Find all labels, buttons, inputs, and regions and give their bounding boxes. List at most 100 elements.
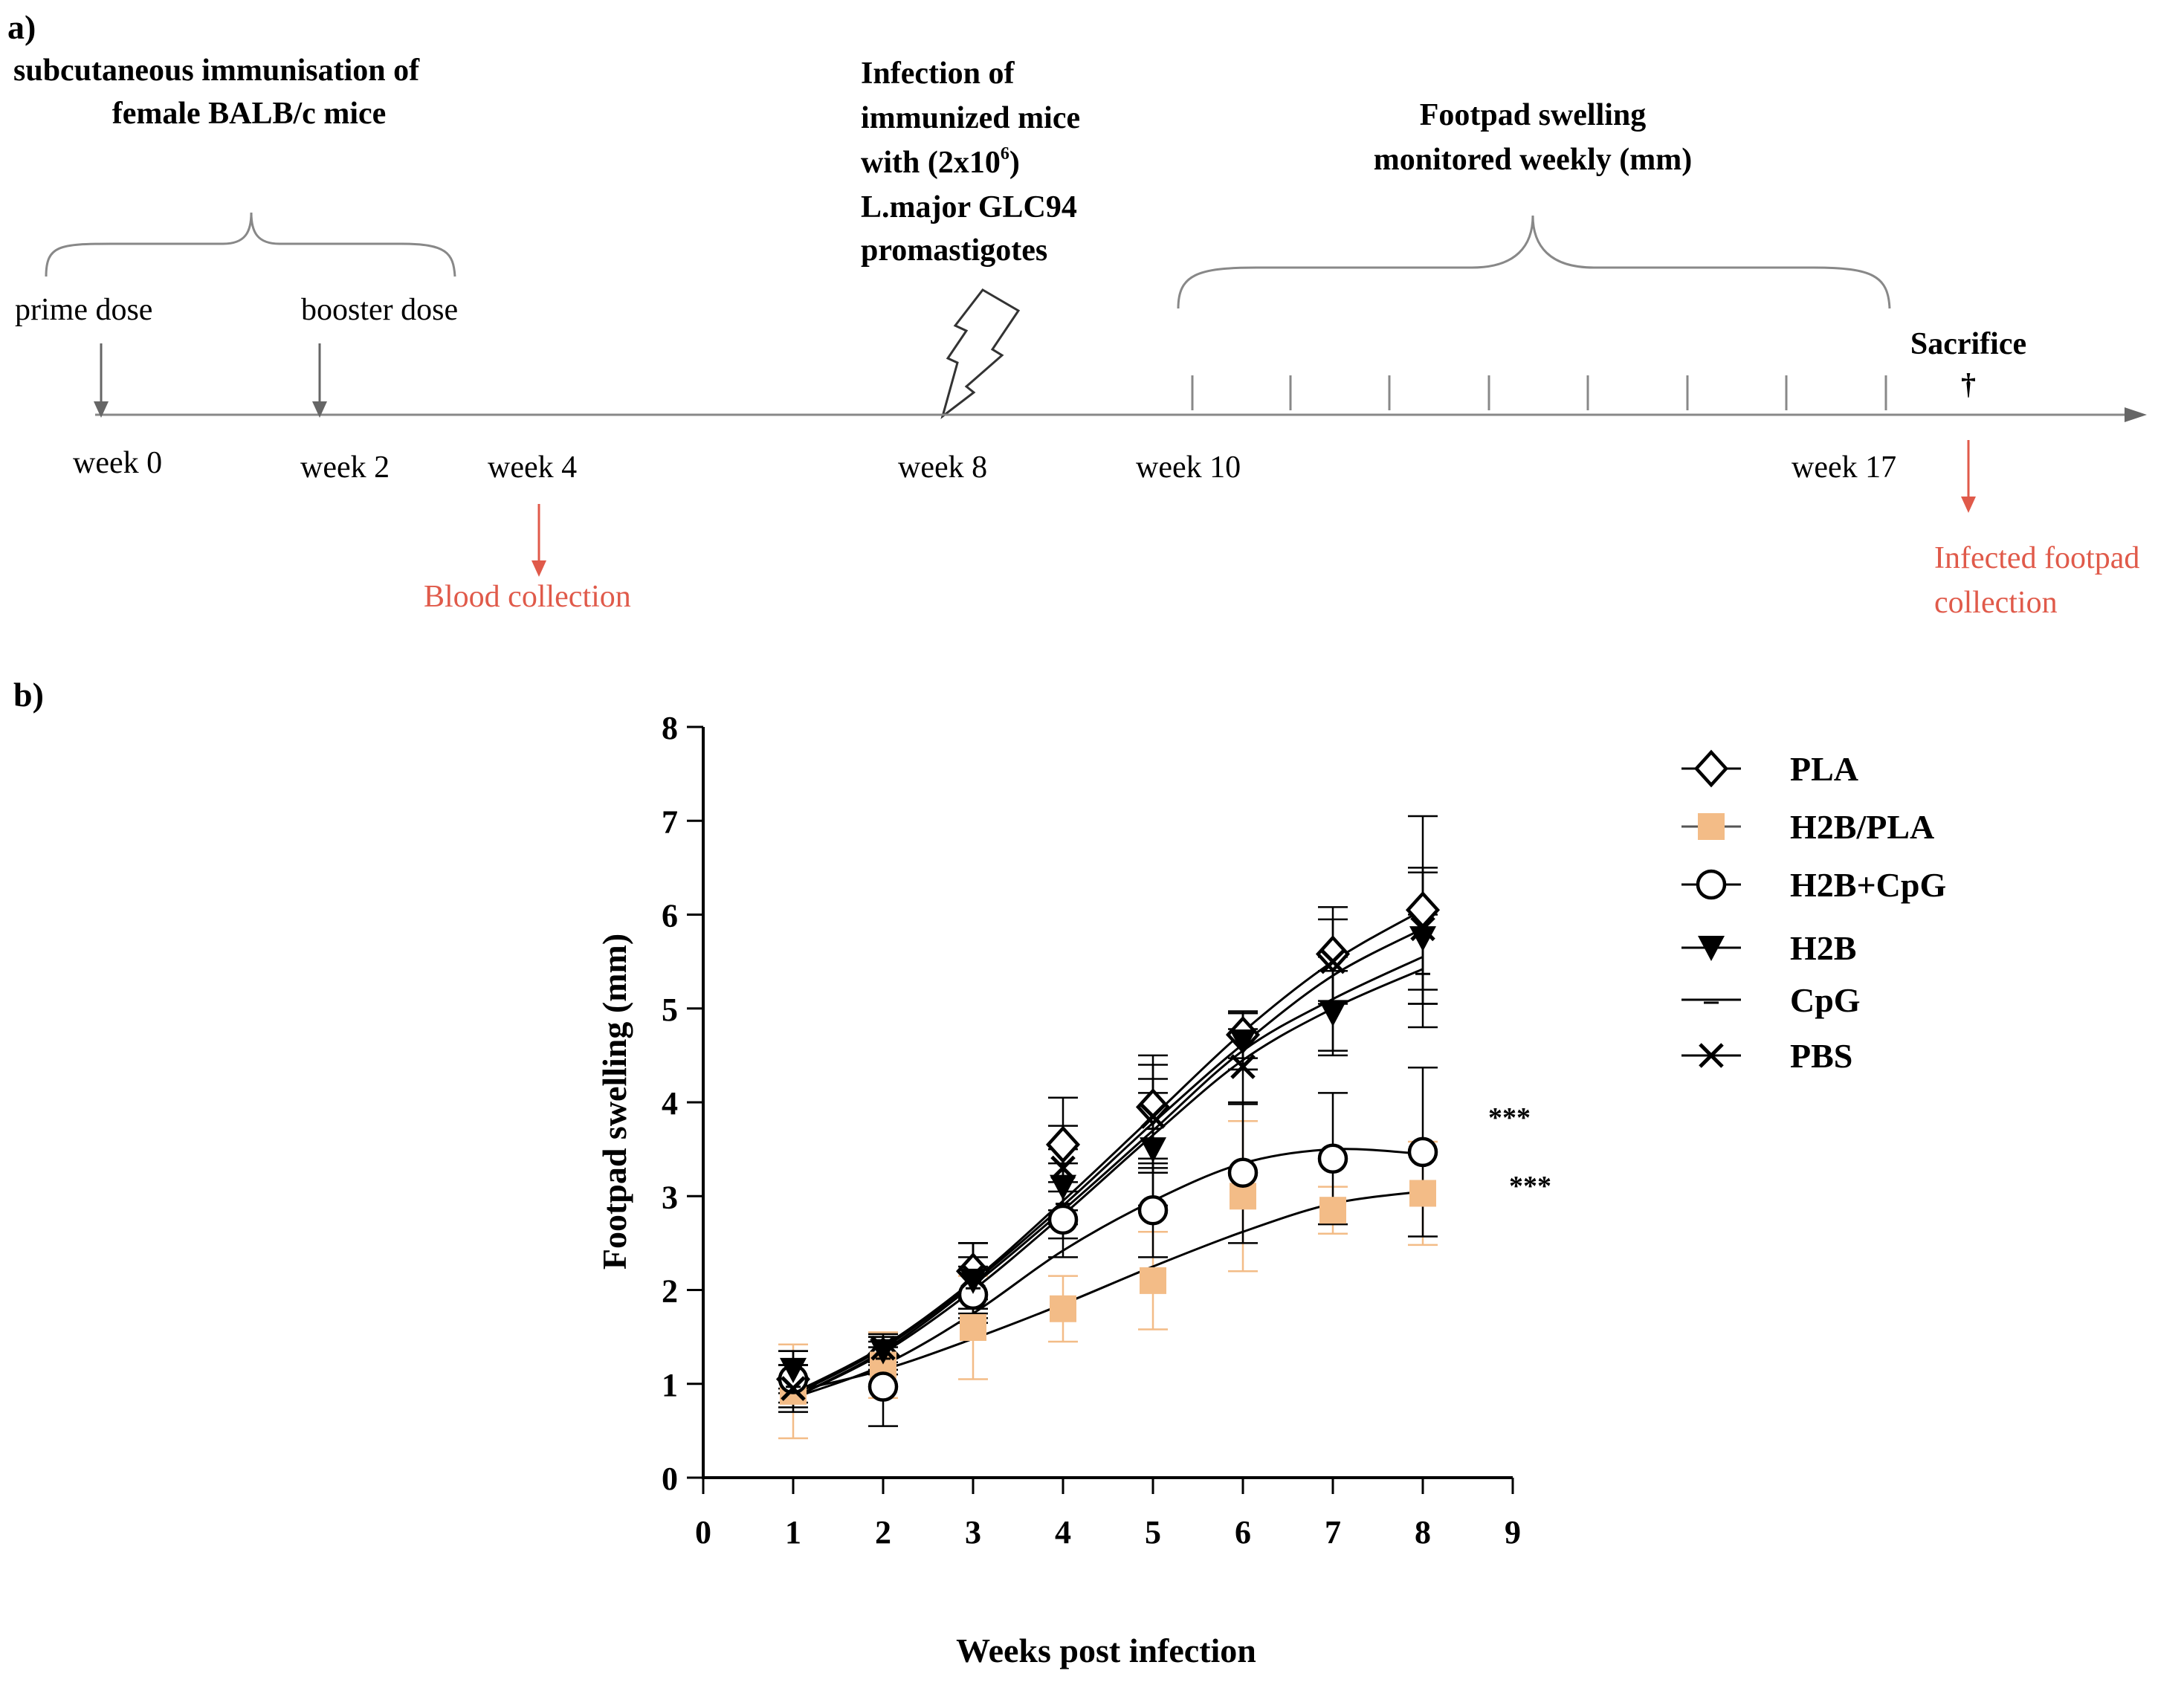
legend-label: PBS — [1790, 1037, 1852, 1075]
square-icon — [960, 1314, 986, 1341]
x-icon — [781, 1376, 806, 1401]
week-label: week 0 — [73, 446, 162, 480]
data-point — [1410, 916, 1435, 942]
square-icon — [1319, 1197, 1346, 1224]
data-point — [960, 1268, 986, 1294]
x-tick-label: 0 — [695, 1514, 711, 1551]
lightning-bolt-icon — [940, 288, 1021, 419]
significance-annotation: *** — [1509, 1171, 1551, 1202]
weekly-ticks — [1191, 375, 1887, 410]
week-label: week 17 — [1792, 450, 1896, 485]
prime-dose-label: prime dose — [15, 293, 152, 327]
y-tick-label: 6 — [662, 898, 678, 934]
x-tick-label: 6 — [1235, 1514, 1251, 1551]
legend-label: H2B — [1790, 929, 1856, 967]
x-tick-label: 9 — [1505, 1514, 1521, 1551]
timeline-arrowhead — [2125, 407, 2147, 422]
data-point — [1319, 1197, 1346, 1224]
infected-footpad-line2: collection — [1934, 586, 2058, 620]
data-point — [1315, 935, 1351, 973]
prime-dose-arrowhead — [94, 401, 109, 418]
y-tick-label: 2 — [662, 1273, 678, 1310]
legend-item: CpG — [1681, 981, 1861, 1019]
circle-icon — [1696, 869, 1727, 900]
legend-item: H2B/PLA — [1681, 808, 1934, 846]
triangle-down-icon — [1698, 936, 1725, 961]
data-point — [1045, 1125, 1081, 1164]
triangle-down-icon — [780, 1357, 807, 1383]
y-tick-label: 4 — [662, 1085, 678, 1122]
data-point — [781, 1376, 806, 1401]
data-point — [870, 1339, 896, 1365]
footpad-brace — [1177, 215, 1891, 309]
data-point — [1135, 1087, 1171, 1126]
data-point — [1137, 1194, 1169, 1226]
triangle-down-icon — [1230, 1029, 1256, 1055]
data-point — [1230, 1054, 1256, 1079]
diamond-icon — [1315, 935, 1351, 973]
data-point — [1227, 1157, 1259, 1188]
diamond-icon — [1045, 1125, 1081, 1164]
booster-dose-arrowhead — [312, 401, 327, 418]
diamond-icon — [1135, 1087, 1171, 1126]
x-tick-label: 5 — [1145, 1514, 1161, 1551]
y-tick-label: 7 — [662, 804, 678, 840]
data-point — [960, 1263, 986, 1289]
booster-dose-label: booster dose — [301, 293, 458, 327]
immunisation-title-line1: subcutaneous immunisation of — [13, 54, 420, 88]
legend-item: PBS — [1681, 1037, 1852, 1075]
triangle-down-icon — [870, 1339, 896, 1365]
data-point — [1317, 1143, 1348, 1174]
infection-line3: with (2x106) — [861, 144, 1020, 180]
square-icon — [1050, 1295, 1076, 1322]
x-tick-label: 7 — [1325, 1514, 1341, 1551]
y-tick-label: 5 — [662, 992, 678, 1028]
data-point — [1050, 1295, 1076, 1322]
legend-marker — [1699, 1043, 1724, 1068]
circle-icon — [1317, 1143, 1348, 1174]
legend-label: H2B/PLA — [1790, 808, 1934, 846]
data-point — [1050, 1155, 1076, 1181]
immunisation-title-line2: female BALB/c mice — [112, 97, 387, 131]
legend-marker — [1698, 936, 1725, 961]
circle-icon — [1047, 1204, 1079, 1235]
legend-label: CpG — [1790, 981, 1861, 1019]
x-tick-label: 8 — [1415, 1514, 1431, 1551]
infection-line2: immunized mice — [861, 101, 1080, 135]
panel-b-label: b) — [13, 676, 44, 714]
x-icon — [1230, 1054, 1256, 1079]
panel-a: a) subcutaneous immunisation of female B… — [7, 8, 2147, 620]
blood-collection-arrowhead — [532, 560, 546, 577]
circle-icon — [1407, 1137, 1438, 1168]
y-tick-label: 3 — [662, 1179, 678, 1215]
data-point — [1405, 890, 1441, 929]
panel-a-label: a) — [7, 8, 36, 46]
data-point — [960, 1314, 986, 1341]
week-label: week 2 — [300, 450, 390, 485]
infection-line4: L.major GLC94 — [861, 190, 1077, 224]
triangle-down-icon — [1140, 1137, 1166, 1163]
footpad-line2: monitored weekly (mm) — [1374, 143, 1692, 177]
fit-line-pbs — [792, 928, 1424, 1397]
sacrifice-label: Sacrifice — [1910, 327, 2026, 361]
x-icon — [870, 1336, 896, 1361]
fit-line-cpg — [792, 968, 1424, 1400]
x-icon — [1699, 1043, 1724, 1068]
data-point — [780, 1357, 807, 1383]
week-label: week 10 — [1136, 450, 1241, 485]
square-icon — [1698, 813, 1725, 840]
immunisation-brace — [45, 212, 456, 277]
triangle-down-icon — [1409, 926, 1436, 952]
x-tick-label: 3 — [965, 1514, 981, 1551]
x-icon — [1410, 916, 1435, 942]
data-point — [868, 1371, 899, 1402]
x-icon — [1320, 948, 1345, 974]
legend-item: PLA — [1681, 749, 1858, 788]
legend-label: PLA — [1790, 750, 1858, 788]
diamond-icon — [1693, 749, 1729, 788]
circle-icon — [1227, 1157, 1259, 1188]
infected-footpad-line1: Infected footpad — [1934, 541, 2139, 575]
square-icon — [1409, 1180, 1436, 1207]
data-point — [870, 1336, 896, 1361]
square-icon — [1140, 1267, 1166, 1294]
